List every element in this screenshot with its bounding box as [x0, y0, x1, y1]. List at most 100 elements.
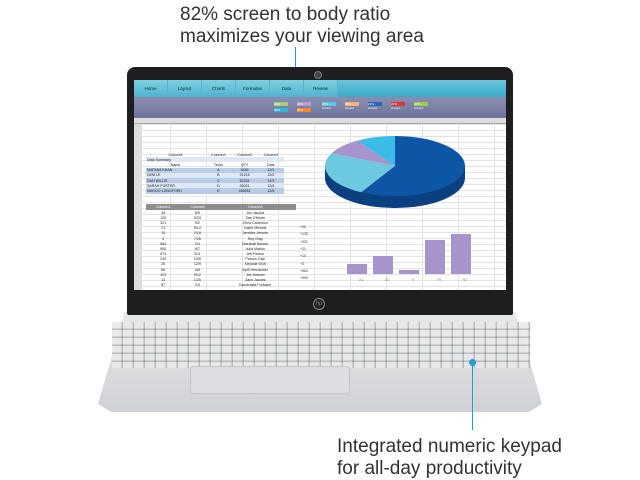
table-cell: 13: [161, 278, 166, 283]
tab-home[interactable]: Home: [134, 80, 168, 97]
table-cell: 12/2: [257, 172, 284, 178]
tab-data[interactable]: Data: [270, 80, 304, 97]
tab-charts[interactable]: Charts: [202, 80, 236, 97]
table-cell: 245: [160, 257, 167, 262]
data-summary-table: Column1 Column2 Column3 Column4 Data Summary…: [146, 152, 284, 194]
bar: [451, 234, 471, 274]
table-row: 123 9/12 Joe Antonio: [146, 272, 296, 277]
column-header[interactable]: Column3: [237, 152, 252, 157]
side-label: +564: [300, 268, 308, 273]
bar-value-label: 9: [411, 277, 415, 282]
style-chip[interactable]: 20%: [274, 102, 288, 106]
side-label: +21: [300, 246, 306, 251]
table-cell: B: [205, 172, 232, 178]
table-cell: Melanie Wolf: [244, 262, 266, 267]
subheader: Date: [267, 162, 275, 167]
table1-subheader-row: Name Team QTY Date: [146, 162, 284, 167]
table-cell: 12/9: [193, 262, 201, 267]
table-row: 321 9/2 Chris Carterson: [146, 220, 296, 225]
tab-layout[interactable]: Layout: [168, 80, 202, 97]
style-chip[interactable]: 20% - Accent: [345, 102, 359, 110]
table-row: SARAH FOSTER D 35021 12/4: [146, 183, 284, 189]
table-cell: 10: [161, 231, 166, 236]
table-row: 56 6/8 April Hernandez: [146, 267, 296, 272]
table-cell: 26: [161, 262, 166, 267]
column-header[interactable]: Column3: [214, 204, 296, 210]
bar-value-label: 24: [358, 277, 364, 282]
style-chip[interactable]: 40%: [297, 108, 311, 112]
table-cell: 3/11: [194, 252, 201, 257]
table-cell: Jennifer Jenson: [242, 231, 268, 236]
column-header[interactable]: Column1: [146, 204, 181, 210]
table-cell: 1/25: [193, 278, 201, 283]
style-chip[interactable]: 20% - Accent: [322, 102, 336, 110]
table-cell: 12/5: [257, 188, 284, 194]
column-header[interactable]: Column1: [168, 152, 183, 157]
table-cell: 123: [160, 272, 167, 277]
table-cell: A: [205, 167, 232, 173]
table-cell: C: [205, 177, 232, 184]
style-chip[interactable]: 20% - Accent: [368, 102, 382, 110]
table-cell: Marshall Besser: [242, 241, 269, 246]
style-chip[interactable]: 20% - Accent: [391, 102, 405, 110]
table-cell: 56: [161, 267, 166, 272]
table-cell: 52251: [231, 177, 258, 184]
bar-value-label: 42: [384, 277, 390, 282]
table-cell: 5/23: [193, 215, 201, 220]
table-cell: Jim Jacobs: [246, 210, 265, 215]
table-row: 3 7/26 Roy Gray: [146, 236, 296, 241]
table-row: 900 8/7 Julia Marion: [146, 246, 296, 251]
subheader: QTY: [240, 162, 249, 167]
table-cell: 12/3: [257, 177, 284, 184]
table2-header-row: Column1 Column2 Column3: [146, 204, 296, 210]
table-cell: 10/6: [193, 257, 201, 262]
webcam-icon: [314, 71, 322, 79]
bar: [373, 255, 393, 274]
subheader: Team: [213, 162, 223, 167]
table-cell: Parson Cale: [245, 257, 266, 262]
table-cell: 321: [160, 220, 167, 225]
column-header[interactable]: Column2: [180, 204, 215, 210]
table-row: 45 6/9 Jim Jacobs: [146, 210, 296, 215]
table-cell: 9/12: [193, 272, 201, 277]
table-cell: Julia Marion: [245, 246, 265, 251]
tab-formulas[interactable]: Formulas: [236, 80, 270, 97]
column-header[interactable]: Column2: [211, 152, 226, 157]
table-row: DEM LE B 21215 12/2: [146, 172, 284, 178]
ribbon-tabs: Home Layout Charts Formulas Data Review: [134, 80, 506, 97]
style-chip[interactable]: 20% - Accent: [414, 102, 428, 110]
table-cell: D: [205, 183, 232, 189]
table-cell: 35021: [231, 183, 258, 189]
table-row: 13 1/25 Zach Jacobs: [146, 277, 296, 282]
pie-slice: [361, 136, 465, 196]
table-cell: 2/4: [194, 241, 200, 246]
touchpad: [190, 366, 350, 394]
side-label: +321: [300, 239, 308, 244]
column-header: [134, 118, 506, 124]
table-cell: 8/7: [194, 246, 200, 251]
table-cell: Joe Antonio: [245, 272, 265, 277]
screen: Home Layout Charts Formulas Data Review 20% 20…: [134, 80, 506, 290]
style-chip[interactable]: 20%: [297, 102, 311, 106]
table-cell: 2/18: [193, 231, 201, 236]
table-cell: Dan Effman: [245, 215, 265, 220]
side-label: +45: [300, 225, 306, 229]
table-cell: 456551: [231, 188, 258, 194]
table-cell: E: [205, 188, 232, 194]
tab-review[interactable]: Review: [304, 80, 338, 97]
column-header[interactable]: Column4: [263, 152, 279, 157]
keyboard: [112, 322, 530, 368]
style-chip[interactable]: 40%: [274, 108, 288, 112]
table-cell: 7/26: [193, 236, 201, 241]
table-cell: 6/8: [194, 267, 200, 272]
table-cell: Esmeralda Fontaine: [239, 283, 272, 288]
bar: [425, 239, 445, 274]
table-cell: 12/1: [257, 167, 284, 173]
table-cell: 5454: [231, 167, 258, 173]
screen-callout: 82% screen to body ratio maximizes your …: [180, 4, 424, 47]
table-cell: Roy Gray: [247, 236, 263, 241]
table-row: DAN WILLIS C 52251 12/3: [146, 177, 284, 184]
keypad-callout-line: [472, 362, 473, 430]
table-cell: 900: [160, 246, 167, 251]
side-label: +3: [300, 261, 304, 266]
